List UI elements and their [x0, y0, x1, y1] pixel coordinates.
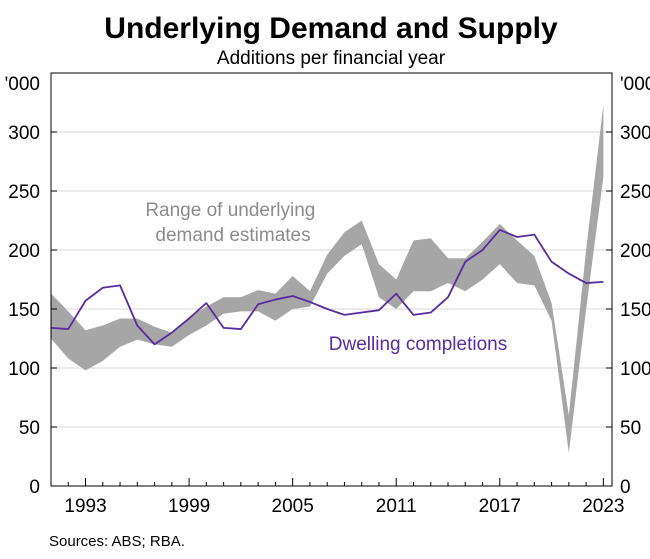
- chart-subtitle: Additions per financial year: [217, 48, 446, 69]
- y-tick-label-right-300: 300: [620, 123, 650, 144]
- y-tick-label-left-200: 200: [8, 241, 40, 262]
- range-band-area: [51, 104, 604, 453]
- range-band-label-line-1: Range of underlying: [145, 200, 315, 221]
- x-axis: 1993 1999 2005 2011 2017 2023: [50, 478, 625, 517]
- y-axis-left: 0 50 100 150 200 250 300: [8, 123, 57, 498]
- y-tick-label-left-50: 50: [19, 418, 40, 439]
- y-tick-label-left-150: 150: [8, 300, 40, 321]
- y-tick-label-left-300: 300: [8, 123, 40, 144]
- completions-line-layer: [50, 229, 604, 346]
- chart-title: Underlying Demand and Supply: [104, 12, 558, 45]
- y-tick-label-right-250: 250: [620, 182, 650, 203]
- source-note: Sources: ABS; RBA.: [49, 533, 185, 550]
- y-axis-unit-right: '000: [620, 74, 650, 95]
- range-band-label: Range of underlying demand estimates: [145, 200, 320, 246]
- y-tick-label-right-200: 200: [620, 241, 650, 262]
- x-tick-label-2017: 2017: [479, 496, 521, 517]
- y-tick-label-left-100: 100: [8, 359, 40, 380]
- y-tick-label-left-0: 0: [29, 477, 40, 498]
- y-tick-label-right-50: 50: [620, 418, 641, 439]
- y-tick-label-left-250: 250: [8, 182, 40, 203]
- completions-line: [50, 229, 604, 346]
- x-tick-label-1993: 1993: [64, 496, 106, 517]
- range-band-label-line-2: demand estimates: [155, 225, 310, 246]
- y-tick-label-right-150: 150: [620, 300, 650, 321]
- completions-line-label: Dwelling completions: [329, 334, 507, 355]
- y-tick-label-right-100: 100: [620, 359, 650, 380]
- y-tick-label-right-0: 0: [620, 477, 631, 498]
- plot-frame: [50, 72, 613, 487]
- x-tick-label-1999: 1999: [168, 496, 210, 517]
- y-axis-unit-left: '000: [5, 74, 40, 95]
- x-tick-label-2011: 2011: [376, 496, 417, 517]
- x-tick-label-2023: 2023: [582, 496, 624, 517]
- grid-layer: [51, 131, 612, 428]
- y-axis-right: 0 50 100 150 200 250 300: [606, 123, 650, 498]
- x-tick-label-2005: 2005: [272, 496, 314, 517]
- range-band-layer: [51, 104, 604, 453]
